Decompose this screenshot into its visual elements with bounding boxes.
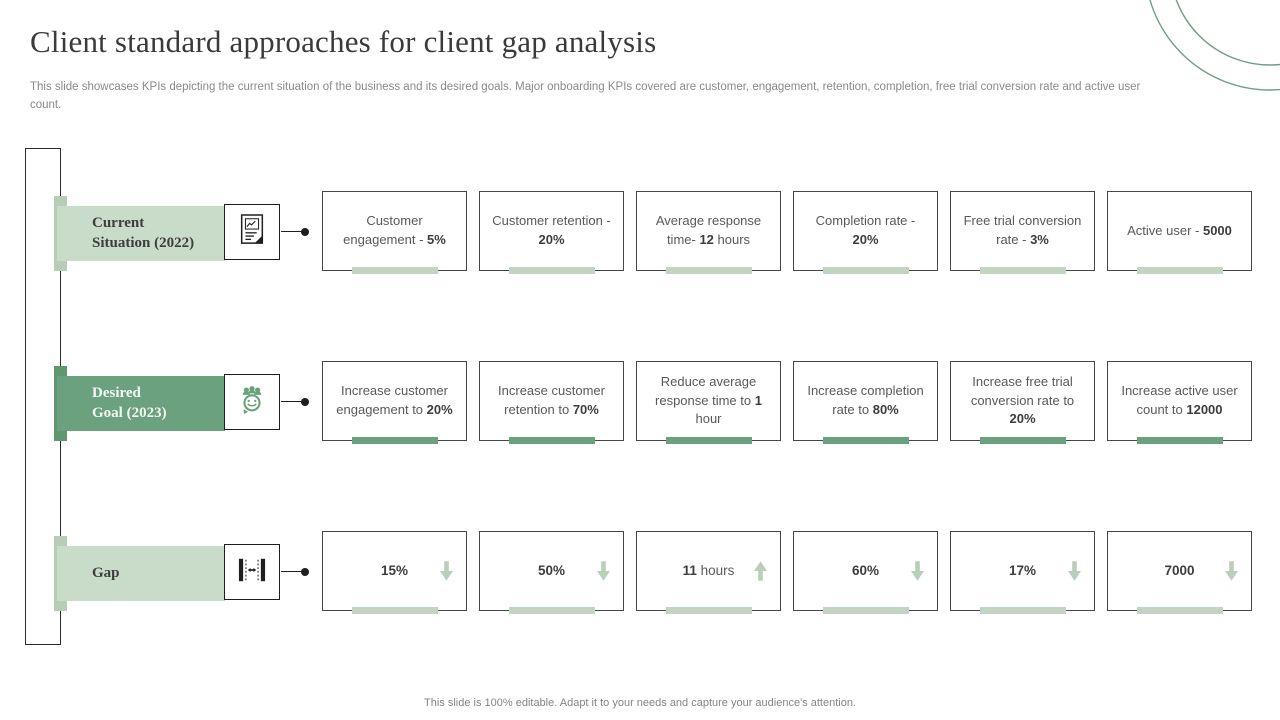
icon-box [224,544,280,600]
row-label-band: Desired Goal (2023) [57,376,225,431]
kpi-card-text: Reduce average response time to 1 hour [655,373,762,427]
row-label: Gap [92,564,120,581]
kpi-card: Reduce average response time to 1 hour [636,361,781,444]
card-underline [351,437,438,444]
kpi-card: Increase free trial conversion rate to 2… [950,361,1095,444]
card-underline [1136,267,1223,274]
kpi-card-text: Active user - 5000 [1127,222,1232,238]
kpi-card-text: Increase free trial conversion rate to 2… [970,373,1075,427]
gap-arrow-icon [911,561,924,581]
gap-icon [236,556,268,589]
card-underline [351,607,438,614]
kpi-card: Average response time- 12 hours [636,191,781,274]
card-underline [508,607,595,614]
connector-line [281,231,302,232]
connector-dot [301,398,309,406]
gap-arrow-icon [754,561,767,581]
kpi-card: Increase active user count to 12000 [1107,361,1252,444]
kpi-card-text: Increase customer retention to 70% [498,383,605,417]
kpi-card: Increase customer engagement to 20% [322,361,467,444]
kpi-card-text: Increase active user count to 12000 [1121,383,1238,417]
row-label-band: Current Situation (2022) [57,206,225,261]
kpi-card-text: Free trial conversion rate - 3% [963,213,1082,247]
team-icon [236,384,268,421]
gap-arrow-icon [1068,561,1081,581]
kpi-card-text: 50% [537,563,566,579]
row-label: Current [92,215,145,231]
decorative-circles-icon [1149,0,1280,91]
kpi-card-text: Increase completion rate to 80% [807,383,924,417]
kpi-card-row: 15% 50% 11 hours 60% 17% 7000 [322,531,1252,614]
connector-line [281,571,302,572]
card-underline [979,267,1066,274]
kpi-card-text: 60% [851,563,880,579]
kpi-card-text: Customer engagement - 5% [343,213,446,247]
icon-box [224,204,280,260]
gap-arrow-icon [1225,561,1238,581]
gap-arrow-icon [440,561,453,581]
kpi-card: 60% [793,531,938,614]
page-title: Client standard approaches for client ga… [30,24,657,59]
kpi-card-row: Customer engagement - 5% Customer retent… [322,191,1252,274]
kpi-card-text: Customer retention - 20% [492,213,611,247]
kpi-card: Increase customer retention to 70% [479,361,624,444]
kpi-card: 11 hours [636,531,781,614]
kpi-card-text: 11 hours [682,563,735,579]
connector-dot [301,228,309,236]
kpi-card: Active user - 5000 [1107,191,1252,274]
row-label: Situation (2022) [92,234,195,251]
card-underline [508,437,595,444]
kpi-card-text: 17% [1008,563,1037,579]
icon-box [224,374,280,430]
kpi-card: 15% [322,531,467,614]
kpi-card: 17% [950,531,1095,614]
card-underline [979,607,1066,614]
kpi-card-text: Completion rate - 20% [815,213,916,247]
row-gap: Gap 15% 50% 11 hours 60% 17% 7000 [0,531,1280,614]
connector-line [281,401,302,402]
kpi-card: Completion rate - 20% [793,191,938,274]
kpi-card: Customer retention - 20% [479,191,624,274]
card-underline [822,267,909,274]
card-underline [665,607,752,614]
row-current-situation: Current Situation (2022) Customer engage… [0,191,1280,274]
kpi-card-text: 15% [380,563,409,579]
connector-dot [301,568,309,576]
slide-footer: This slide is 100% editable. Adapt it to… [424,697,856,709]
card-underline [665,437,752,444]
kpi-card: 7000 [1107,531,1252,614]
kpi-card: Free trial conversion rate - 3% [950,191,1095,274]
row-label-band: Gap [57,546,225,601]
card-underline [665,267,752,274]
card-underline [822,437,909,444]
kpi-card-text: 7000 [1164,563,1195,579]
card-underline [979,437,1066,444]
gap-arrow-icon [597,561,610,581]
card-underline [351,267,438,274]
kpi-card: Increase completion rate to 80% [793,361,938,444]
row-label: Desired [92,385,141,401]
card-underline [822,607,909,614]
row-desired-goal: Desired Goal (2023) Increase customer en… [0,361,1280,444]
kpi-card-text: Increase customer engagement to 20% [336,383,453,417]
slide-description: This slide showcases KPIs depicting the … [30,81,1141,111]
kpi-card: Customer engagement - 5% [322,191,467,274]
card-underline [1136,607,1223,614]
row-label: Goal (2023) [92,404,167,421]
card-underline [508,267,595,274]
kpi-card: 50% [479,531,624,614]
kpi-card-text: Average response time- 12 hours [655,213,762,247]
report-chart-icon [237,213,267,252]
kpi-card-row: Increase customer engagement to 20% Incr… [322,361,1252,444]
card-underline [1136,437,1223,444]
